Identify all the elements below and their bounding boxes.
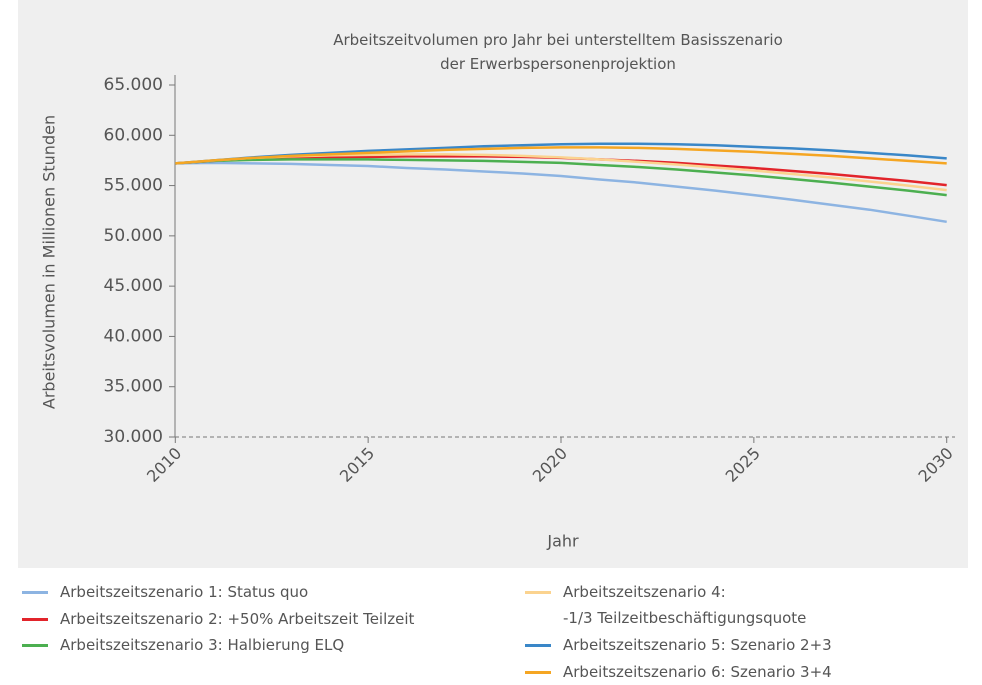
y-tick-label: 40.000: [104, 326, 163, 346]
legend-label: Arbeitszeitszenario 6: Szenario 3+4: [563, 663, 832, 681]
y-tick-label: 60.000: [104, 125, 163, 145]
y-tick-label: 55.000: [104, 176, 163, 196]
y-tick-label: 35.000: [104, 377, 163, 397]
y-tick-label: 50.000: [104, 226, 163, 246]
y-tick-label: 30.000: [104, 427, 163, 447]
legend-label: Arbeitszeitszenario 2: +50% Arbeitszeit …: [60, 610, 415, 628]
legend-swatch: [525, 671, 551, 674]
y-tick-label: 65.000: [104, 75, 163, 95]
series-line: [175, 146, 947, 165]
legend-swatch: [22, 591, 48, 594]
series-line: [175, 161, 947, 224]
legend-label: Arbeitszeitszenario 4: -1/3 Teilzeitbesc…: [563, 583, 807, 627]
chart-title: Arbeitszeitvolumen pro Jahr bei unterste…: [333, 31, 783, 73]
series-line: [175, 158, 947, 197]
legend-label: Arbeitszeitszenario 1: Status quo: [60, 583, 309, 601]
legend-swatch: [22, 618, 48, 621]
legend-label: Arbeitszeitszenario 3: Halbierung ELQ: [60, 636, 345, 654]
y-tick-label: 45.000: [104, 276, 163, 296]
x-axis-label: Jahr: [546, 532, 579, 551]
legend-swatch: [525, 591, 551, 594]
legend-swatch: [22, 644, 48, 647]
legend-swatch: [525, 644, 551, 647]
chart-background: [18, 0, 968, 568]
legend-label: Arbeitszeitszenario 5: Szenario 2+3: [563, 636, 832, 654]
y-axis-label: Arbeitsvolumen in Millionen Stunden: [40, 115, 59, 409]
